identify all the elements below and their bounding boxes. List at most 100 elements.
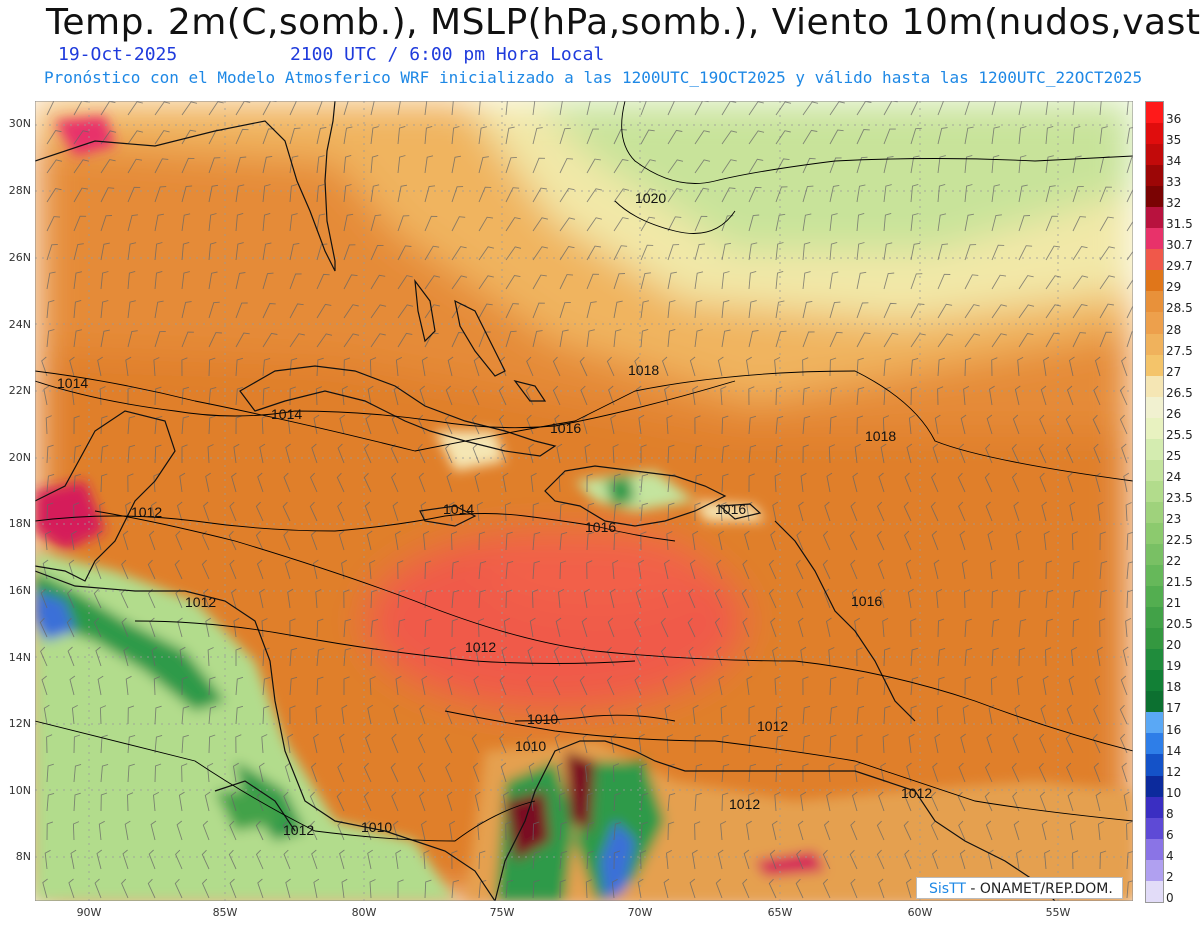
- wind-barb: [1013, 501, 1020, 522]
- wind-barb: [472, 385, 480, 406]
- colorbar-swatch: [1146, 228, 1163, 250]
- wind-barb: [856, 184, 866, 203]
- wind-barb: [424, 245, 440, 261]
- wind-barb: [418, 791, 426, 812]
- wind-barb: [1069, 820, 1076, 841]
- wind-barb: [937, 183, 946, 203]
- wind-barb: [235, 156, 247, 174]
- wind-barb: [316, 183, 325, 203]
- wind-barb: [985, 820, 993, 841]
- wind-barb: [667, 271, 677, 290]
- wind-barb: [532, 821, 540, 841]
- wind-barb: [154, 158, 169, 174]
- wind-barb: [181, 386, 190, 406]
- wind-barb: [370, 184, 380, 203]
- wind-barb: [775, 130, 791, 145]
- wind-barb: [1045, 275, 1062, 290]
- wind-barb: [795, 878, 804, 899]
- wind-barb: [640, 328, 649, 348]
- wind-barb: [613, 850, 621, 870]
- wind-barb: [235, 212, 244, 232]
- wind-barb: [613, 502, 622, 522]
- wind-barb: [829, 734, 837, 754]
- wind-barb: [235, 184, 245, 203]
- wind-barb: [150, 820, 157, 841]
- wind-barb: [343, 126, 353, 145]
- wind-barb: [718, 675, 725, 696]
- wind-barb: [906, 762, 912, 783]
- colorbar-label: 10: [1166, 785, 1182, 800]
- wind-barb: [154, 386, 162, 406]
- wind-barb: [473, 675, 480, 696]
- wind-barb: [879, 588, 886, 609]
- wind-barb: [41, 675, 48, 696]
- colorbar-swatch: [1146, 270, 1163, 292]
- wind-barb: [178, 791, 185, 812]
- wind-barb: [181, 185, 193, 203]
- wind-barb: [930, 820, 939, 841]
- wind-barb: [499, 675, 507, 696]
- wind-barb: [46, 159, 63, 174]
- wind-barb: [937, 213, 947, 232]
- wind-barb: [856, 212, 865, 232]
- wind-barb: [526, 356, 534, 377]
- wind-barb: [100, 473, 108, 493]
- colorbar-swatch: [1146, 796, 1163, 818]
- wind-barb: [1099, 531, 1106, 551]
- wind-barb: [154, 415, 163, 435]
- wind-barb: [910, 183, 919, 203]
- wind-barb: [289, 101, 303, 116]
- wind-barb: [720, 386, 727, 406]
- wind-barb: [1039, 791, 1047, 812]
- wind-barb: [46, 129, 62, 145]
- wind-barb: [856, 676, 865, 696]
- wind-barb: [613, 473, 621, 493]
- wind-barb: [694, 502, 701, 522]
- wind-barb: [907, 588, 914, 609]
- wind-barb: [529, 617, 536, 638]
- wind-barb: [451, 850, 458, 870]
- wind-barb: [694, 444, 703, 464]
- colorbar-label: 30.7: [1166, 238, 1193, 253]
- wind-barb: [667, 244, 680, 261]
- wind-barb: [640, 188, 657, 203]
- wind-barb: [692, 385, 699, 406]
- wind-barb: [205, 617, 212, 638]
- wind-barb: [634, 356, 642, 377]
- wind-barb: [1039, 472, 1047, 493]
- wind-barb: [424, 215, 438, 232]
- wind-barb: [46, 734, 53, 754]
- wind-barb: [391, 733, 399, 754]
- wind-barb: [1045, 560, 1053, 580]
- wind-barb: [121, 617, 129, 638]
- wind-barb: [46, 329, 55, 348]
- wind-barb: [478, 186, 492, 203]
- wind-barb: [532, 274, 547, 290]
- wind-barb: [127, 300, 136, 319]
- wind-barb: [559, 850, 568, 870]
- wind-barb: [505, 531, 513, 551]
- wind-barb: [181, 763, 188, 783]
- wind-barb: [613, 159, 629, 174]
- wind-barb: [525, 704, 534, 725]
- wind-barb: [423, 530, 430, 551]
- wind-barb: [151, 646, 158, 667]
- wind-barb: [261, 734, 268, 754]
- wind-barb: [829, 184, 840, 203]
- wind-barb: [397, 618, 406, 638]
- wind-barb: [73, 444, 82, 464]
- wind-barb: [1018, 647, 1026, 667]
- wind-barb: [477, 820, 484, 841]
- wind-barb: [121, 559, 129, 580]
- wind-barb: [666, 415, 673, 435]
- colorbar-label: 16: [1166, 722, 1182, 737]
- wind-barb: [775, 330, 787, 348]
- wind-barb: [876, 501, 885, 522]
- wind-barb: [553, 704, 561, 725]
- wind-barb: [285, 443, 291, 464]
- wind-barb: [97, 675, 104, 696]
- lat-label: 26N: [8, 251, 31, 264]
- wind-barb: [883, 332, 899, 348]
- wind-barb: [100, 130, 117, 145]
- wind-barb: [1072, 216, 1087, 232]
